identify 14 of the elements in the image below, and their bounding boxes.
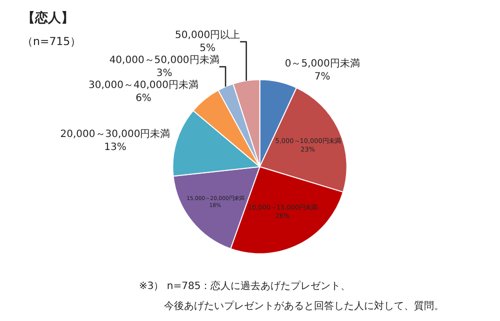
slice-label: 20,000～30,000円未満 <box>60 128 170 140</box>
text: ※3） n=785：恋人に過去あげたプレゼント、 <box>139 280 351 292</box>
data-label: 13% <box>104 142 126 153</box>
data-label: 6% <box>136 93 152 104</box>
data-label: 7% <box>314 71 330 82</box>
slice-label: 30,000～40,000円未満 <box>88 79 199 92</box>
slice-label: 0～5,000円未満 <box>284 57 360 70</box>
slice-label: 40,000～50,000円未満 <box>109 54 220 66</box>
data-label: 3% <box>156 68 172 80</box>
text: 今後あげたいプレゼントがあると回答した人に対して、質問。 <box>164 300 444 312</box>
data-label: 5% <box>200 43 216 54</box>
slice-label: 50,000円以上 <box>175 29 240 42</box>
text: （n=715） <box>22 35 82 48</box>
chart-title: 【恋人】 <box>22 10 74 26</box>
